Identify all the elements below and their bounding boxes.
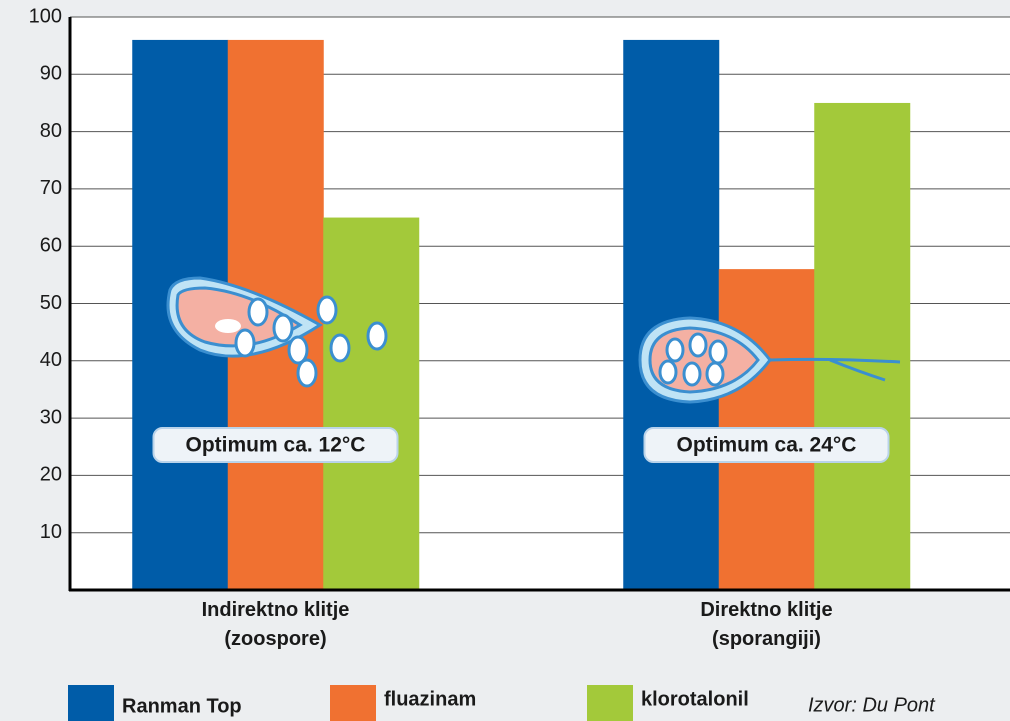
annotation: Optimum ca. 24°C — [677, 434, 857, 457]
bar — [814, 103, 910, 590]
legend-label: Ranman Top — [122, 695, 242, 717]
legend-label: klorotalonil — [641, 688, 749, 710]
source: Izvor: Du Pont — [808, 694, 936, 716]
legend-swatch — [330, 685, 376, 721]
y-tick-label: 40 — [40, 349, 62, 371]
x-tick-label: Indirektno klitje (zoospore) — [126, 596, 426, 654]
bar — [623, 40, 719, 590]
legend-label: fluazinam — [384, 688, 476, 710]
y-tick-label: 20 — [40, 464, 62, 486]
legend-swatch — [587, 685, 633, 721]
y-tick-label: 60 — [40, 234, 62, 256]
legend-swatch — [68, 685, 114, 721]
y-tick-label: 50 — [40, 292, 62, 314]
x-tick-label: Direktno klitje (sporangiji) — [617, 596, 917, 654]
annotation: Optimum ca. 12°C — [186, 434, 366, 457]
y-tick-label: 10 — [40, 521, 62, 543]
y-tick-label: 90 — [40, 63, 62, 85]
y-tick-label: 80 — [40, 120, 62, 142]
y-tick-label: 30 — [40, 406, 62, 428]
bar — [323, 218, 419, 590]
y-tick-label: 100 — [29, 5, 62, 27]
y-tick-label: 70 — [40, 177, 62, 199]
page: 10 20 30 40 50 60 70 80 90 100 Optimum ca. 12°C Op… — [0, 0, 1010, 721]
